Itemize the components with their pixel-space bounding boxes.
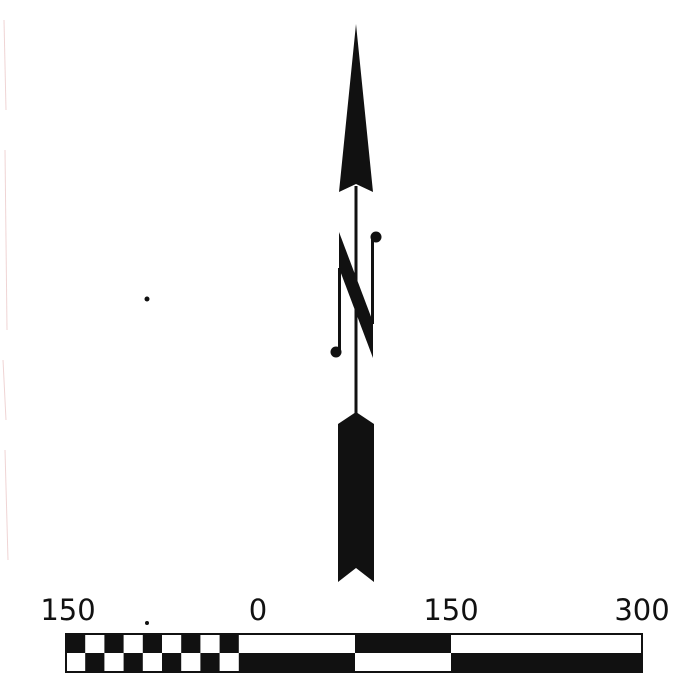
speck-dot — [145, 621, 149, 625]
scale-label-zero: 0 — [248, 593, 268, 627]
scale-bar-segment — [355, 634, 451, 653]
speck-dot — [144, 296, 150, 302]
scale-bar-checker-cell — [123, 653, 143, 672]
scale-bar-checker-cell — [66, 634, 86, 653]
scale-bar-segment — [258, 653, 355, 672]
north-arrow — [330, 24, 382, 582]
scale-bar-subdivisions — [66, 634, 258, 672]
scale-bar-segment — [451, 653, 642, 672]
scale-bar-checker-cell — [85, 653, 105, 672]
north-arrow-n-diagonal — [339, 232, 373, 358]
scale-label-300: 300 — [614, 593, 670, 627]
north-arrow-head — [339, 24, 373, 192]
scale-bar — [65, 633, 643, 673]
scale-bar-checker-cell — [200, 653, 220, 672]
scale-bar-checker-cell — [181, 634, 201, 653]
north-arrow-n-left-ball — [330, 346, 342, 358]
north-arrow-n-left-stem — [338, 268, 341, 354]
scan-edge-artifacts — [2, 19, 9, 561]
scale-label-left-150: 150 — [40, 593, 96, 627]
scale-label-right-150: 150 — [423, 593, 479, 627]
scale-bar-checker-cell — [219, 634, 239, 653]
north-arrow-n-right-ball — [370, 231, 382, 243]
scale-bar-checker-cell — [162, 653, 182, 672]
scale-bar-checker-cell — [238, 653, 258, 672]
north-arrow-tail — [338, 412, 374, 582]
scale-bar-checker-cell — [104, 634, 124, 653]
north-arrow-n-right-stem — [371, 238, 374, 324]
scale-bar-checker-cell — [142, 634, 162, 653]
